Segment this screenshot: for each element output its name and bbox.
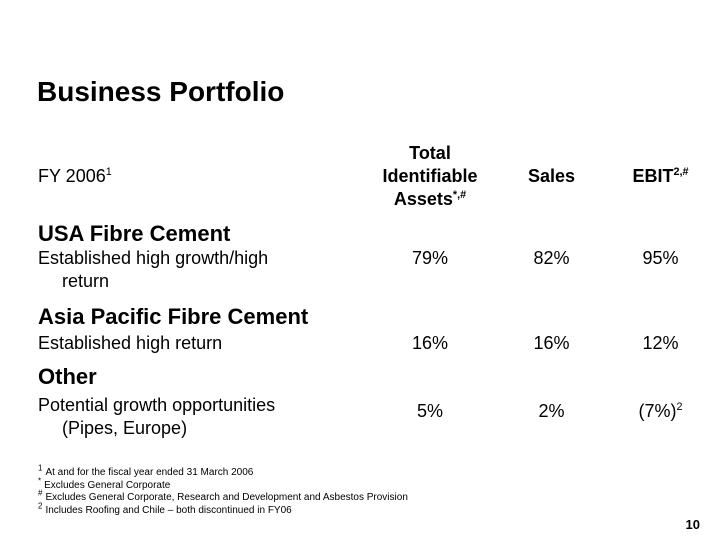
value-text: 2% (538, 401, 565, 421)
value-ebit: (7%)2 (603, 394, 718, 439)
footnote-text: Includes Roofing and Chile – both discon… (45, 504, 292, 516)
value-text: 5% (416, 401, 443, 421)
fiscal-year-superscript: 1 (105, 166, 112, 178)
footnote-text: Excludes General Corporate, Research and… (45, 492, 408, 503)
footnote-marker: * (38, 476, 42, 486)
footnote-marker: 1 (38, 463, 43, 473)
section-heading-asia-pacific-fibre-cement: Asia Pacific Fibre Cement (38, 304, 309, 329)
value-ebit: 12% (603, 332, 718, 355)
column-header-text: EBIT (632, 166, 674, 186)
row-description: Established high growth/high return (38, 247, 360, 292)
value-sales: 16% (500, 332, 603, 355)
column-header-total-identifiable-assets: Total Identifiable Assets*,# (360, 142, 500, 211)
column-header-text: Sales (527, 166, 576, 186)
value-sales: 2% (500, 394, 603, 439)
footnote-text: Excludes General Corporate (44, 479, 171, 491)
page-number: 10 (685, 517, 700, 532)
description-line-1: Potential growth opportunities (38, 395, 276, 415)
description-line-1: Established high growth/high (38, 248, 269, 268)
value-total-identifiable-assets: 16% (360, 332, 500, 355)
fiscal-year-text: FY 2006 (38, 166, 106, 186)
slide-title: Business Portfolio (37, 76, 285, 107)
footnote-2: 2 Includes Roofing and Chile – both disco… (38, 502, 408, 518)
footnote-1: 1 At and for the fiscal year ended 31 Mar… (38, 463, 408, 480)
row-description: Established high return (38, 332, 360, 355)
table-row-usa-fibre-cement: Established high growth/high return 79% … (38, 247, 718, 292)
value-text: 16% (533, 333, 570, 353)
description-line-2: return (62, 270, 110, 291)
row-description: Potential growth opportunities (Pipes, E… (38, 394, 360, 439)
column-header-superscript: 2,# (673, 166, 689, 178)
table-row-other: Potential growth opportunities (Pipes, E… (38, 394, 718, 439)
column-header-superscript: *,# (452, 189, 467, 201)
footnote-marker: # (38, 488, 43, 498)
column-header-sales: Sales (500, 165, 603, 188)
description-line-1: Established high return (38, 333, 223, 353)
value-text: 82% (533, 248, 570, 268)
section-heading-other: Other (38, 364, 97, 389)
value-ebit: 95% (603, 247, 718, 292)
footnote-marker: 2 (38, 501, 43, 511)
table-row-asia-pacific-fibre-cement: Established high return 16% 16% 12% (38, 332, 718, 355)
value-total-identifiable-assets: 5% (360, 394, 500, 439)
value-superscript: 2 (676, 401, 683, 413)
section-heading-usa-fibre-cement: USA Fibre Cement (38, 221, 231, 246)
description-line-2: (Pipes, Europe) (62, 417, 188, 438)
value-total-identifiable-assets: 79% (360, 247, 500, 292)
value-text: 16% (411, 333, 449, 353)
value-sales: 82% (500, 247, 603, 292)
value-text: 79% (411, 248, 449, 268)
footnote-text: At and for the fiscal year ended 31 Marc… (45, 467, 254, 478)
value-text: 12% (642, 333, 679, 353)
table-header: FY 20061 Total Identifiable Assets*,# Sa… (38, 142, 718, 211)
footnotes: 1 At and for the fiscal year ended 31 Mar… (38, 463, 408, 518)
footnote-hash: # Excludes General Corporate, Research an… (38, 488, 408, 505)
fiscal-year-label: FY 20061 (38, 166, 360, 187)
column-header-text: Total Identifiable Assets (382, 143, 478, 209)
value-text: 95% (642, 248, 679, 268)
footnote-asterisk: * Excludes General Corporate (38, 477, 408, 493)
value-text: (7%) (638, 401, 677, 421)
column-header-ebit: EBIT2,# (603, 165, 718, 188)
